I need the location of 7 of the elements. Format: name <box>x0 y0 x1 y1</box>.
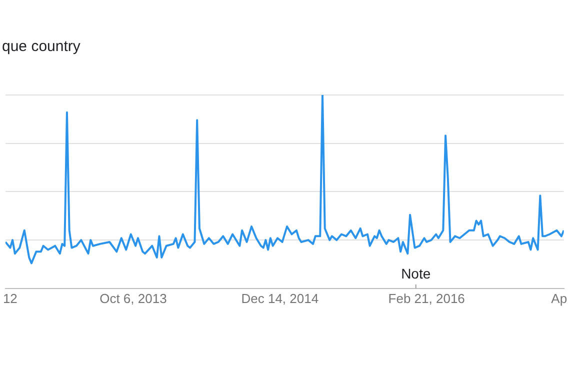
x-tick-label: Feb 21, 2016 <box>388 290 465 306</box>
chart-title: que country <box>2 38 81 56</box>
x-tick-label: Oct 6, 2013 <box>100 290 167 306</box>
annotation: Note <box>401 265 431 282</box>
x-tick-label: 12 <box>2 290 18 306</box>
x-tick-label: Ap <box>551 290 568 306</box>
x-tick-label: Dec 14, 2014 <box>241 290 319 306</box>
